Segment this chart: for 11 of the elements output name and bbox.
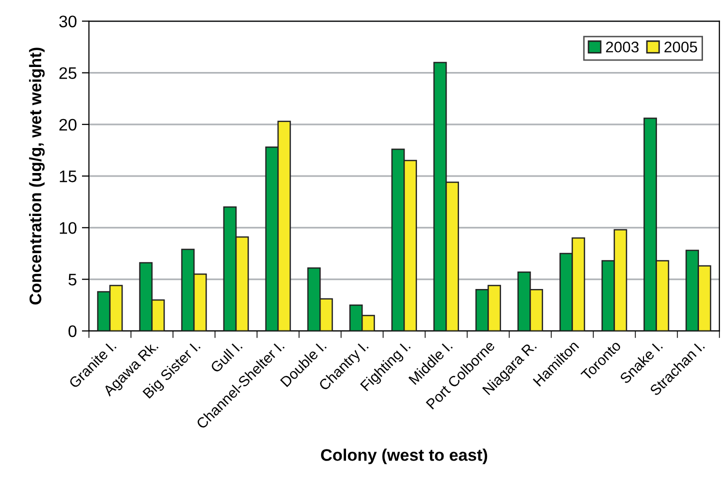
x-axis-title: Colony (west to east) xyxy=(321,448,488,464)
y-tick-label: 0 xyxy=(68,325,76,338)
y-tick-label: 25 xyxy=(59,67,76,79)
y-axis-title: Concentration (ug/g, wet weight) xyxy=(29,48,45,305)
legend-label: 2005 xyxy=(664,42,698,52)
y-tick-label: 15 xyxy=(60,170,76,182)
legend-label: 2003 xyxy=(606,42,639,52)
y-tick-label: 30 xyxy=(59,16,76,28)
y-tick-label: 10 xyxy=(60,222,76,234)
y-tick-label: 5 xyxy=(68,274,76,286)
y-tick-label: 20 xyxy=(59,118,76,131)
